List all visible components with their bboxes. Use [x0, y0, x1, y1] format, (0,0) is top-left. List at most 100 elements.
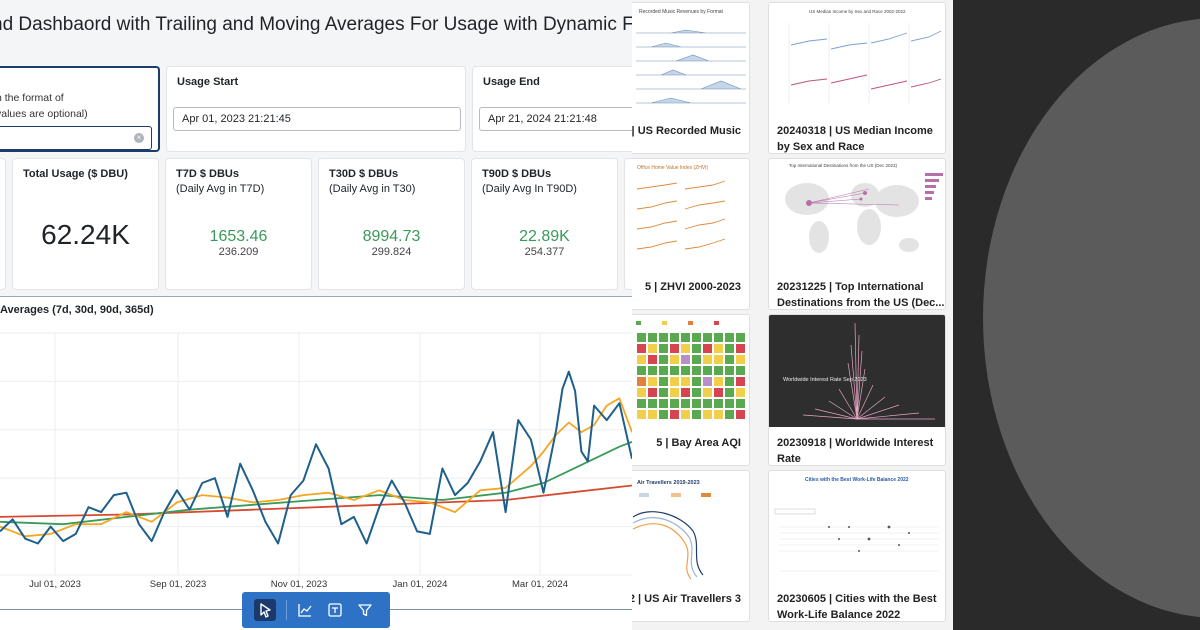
gallery-title: 20230918 | Worldwide Interest Rate: [777, 437, 934, 465]
aqi-cell: [692, 410, 701, 419]
aqi-cell: [681, 410, 690, 419]
decorative-circle: [983, 18, 1200, 618]
aqi-cell: [648, 355, 657, 364]
gallery-card-air-travellers[interactable]: Air Travellers 2019-2023 2 | US Air Trav…: [632, 470, 750, 622]
kpi-t30d-title: T30D $ DBUs: [329, 168, 399, 180]
gallery-card-bay-area-aqi[interactable]: 5 | Bay Area AQI: [632, 314, 750, 466]
usage-start-label: Usage Start: [177, 76, 239, 88]
aqi-cell: [714, 399, 723, 408]
gallery-card-interest-rate[interactable]: Worldwide Interest Rate Sep 2023 2023091…: [768, 314, 946, 466]
kpi-t30d-subtitle: (Daily Avg in T30): [329, 183, 416, 195]
kpi-t7d-subtitle: (Daily Avg in T7D): [176, 183, 265, 195]
add-chart-button[interactable]: [294, 599, 316, 621]
aqi-cell: [648, 410, 657, 419]
aqi-cell: [714, 333, 723, 342]
x-tick-label: Sep 01, 2023: [150, 579, 207, 590]
aqi-cell: [692, 366, 701, 375]
small-multiples-thumbnail: US Median Income by Sex and Race 2002-20…: [788, 9, 942, 103]
description-text: n the format of values are optional): [0, 90, 88, 122]
description-line-1: n the format of: [0, 92, 64, 104]
aqi-cell: [659, 344, 668, 353]
aqi-cell: [736, 377, 745, 386]
gallery-card-median-income[interactable]: US Median Income by Sex and Race 2002-20…: [768, 2, 946, 154]
aqi-cell: [670, 377, 679, 386]
series-line-90d[interactable]: [0, 441, 632, 526]
ridgeline-thumbnail: Recorded Music Revenues by Format: [636, 9, 746, 104]
description-line-2: values are optional): [0, 108, 88, 120]
aqi-cell: [637, 355, 646, 364]
aqi-cell: [725, 399, 734, 408]
gallery-title: 5 | ZHVI 2000-2023: [644, 281, 741, 293]
add-text-button[interactable]: [324, 599, 346, 621]
gallery-card-intl-destinations[interactable]: Top International Destinations from the …: [768, 158, 946, 310]
aqi-cell: [703, 355, 712, 364]
x-tick-label: Jul 01, 2023: [29, 579, 81, 590]
aqi-cell: [703, 333, 712, 342]
aqi-cell: [670, 388, 679, 397]
aqi-cell: [681, 377, 690, 386]
kpi-t30d-value: 8994.73: [362, 228, 421, 245]
aqi-cell: [681, 344, 690, 353]
aqi-cell: [703, 399, 712, 408]
dashboard-title: nd Dashbaord with Trailing and Moving Av…: [0, 14, 632, 35]
aqi-cell: [692, 355, 701, 364]
aqi-cell: [659, 333, 668, 342]
aqi-cell: [637, 410, 646, 419]
usage-end-label: Usage End: [483, 76, 540, 88]
aqi-cell: [681, 355, 690, 364]
aqi-cell: [681, 388, 690, 397]
aqi-cell: [692, 333, 701, 342]
world-map-thumbnail: Top International Destinations from the …: [785, 163, 943, 253]
aqi-cell: [670, 333, 679, 342]
kpi-t30d-secondary: 299.824: [371, 246, 412, 258]
clear-icon[interactable]: ×: [134, 133, 144, 143]
thumb-caption: Worldwide Interest Rate Sep 2023: [783, 377, 867, 383]
usage-end-filter: Usage End Apr 21, 2024 21:21:48: [472, 66, 632, 152]
aqi-cell: [637, 388, 646, 397]
series-line-30d[interactable]: [0, 397, 632, 538]
thumb-caption: Air Travellers 2019-2023: [637, 480, 700, 486]
kpi-card-partial: [0, 158, 6, 290]
kpi-t7d-value: 1653.46: [209, 228, 268, 245]
usage-end-input[interactable]: Apr 21, 2024 21:21:48: [479, 107, 632, 131]
aqi-cell: [637, 399, 646, 408]
aqi-cell: [659, 377, 668, 386]
averages-line-chart[interactable]: Jul 01, 2023 Sep 01, 2023 Nov 01, 2023 Jan …: [0, 297, 632, 630]
description-input[interactable]: ×: [0, 126, 152, 150]
kpi-t90d-title: T90D $ DBUs: [482, 168, 552, 180]
toolbar-separator: [286, 600, 287, 620]
aqi-cell: [659, 366, 668, 375]
description-filter[interactable]: n the format of values are optional) ×: [0, 66, 160, 152]
chart-title: Averages (7d, 30d, 90d, 365d): [0, 304, 154, 316]
thumbnail-zhvi: Office Home Value Index (ZHVI): [632, 159, 749, 271]
add-filter-button[interactable]: [354, 599, 376, 621]
thumbnail-work-life-balance: Cities with the Best Work-Life Balance 2…: [769, 471, 945, 583]
series-line-365d[interactable]: [0, 484, 632, 518]
gallery-card-recorded-music[interactable]: Recorded Music Revenues by Format 08 | U…: [632, 2, 750, 154]
gallery-title: 2 | US Air Travellers 3: [632, 593, 741, 605]
gallery-card-work-life-balance[interactable]: Cities with the Best Work-Life Balance 2…: [768, 470, 946, 622]
visualization-gallery: Recorded Music Revenues by Format 08 | U…: [632, 0, 953, 630]
usage-start-filter: Usage Start Apr 01, 2023 21:21:45: [166, 66, 466, 152]
thumb-caption: US Median Income by Sex and Race 2002-20…: [809, 9, 906, 14]
kpi-t90d: T90D $ DBUs (Daily Avg In T90D) 22.89K 2…: [471, 158, 618, 290]
aqi-cell: [670, 344, 679, 353]
x-tick-label: Jan 01, 2024: [393, 579, 448, 590]
series-line-7d[interactable]: [0, 370, 632, 545]
aqi-cell: [725, 355, 734, 364]
gallery-card-zhvi[interactable]: Office Home Value Index (ZHVI) 5 | ZHVI …: [632, 158, 750, 310]
kpi-t7d-title: T7D $ DBUs: [176, 168, 239, 180]
thumb-caption: Recorded Music Revenues by Format: [639, 9, 724, 15]
aqi-cell: [703, 388, 712, 397]
aqi-cell: [659, 410, 668, 419]
usage-start-input[interactable]: Apr 01, 2023 21:21:45: [173, 107, 461, 131]
aqi-cell: [714, 388, 723, 397]
aqi-cell: [725, 388, 734, 397]
select-cursor-button[interactable]: [254, 599, 276, 621]
gallery-title: 20231225 | Top International Destination…: [777, 281, 945, 309]
thumb-caption: Cities with the Best Work-Life Balance 2…: [805, 477, 909, 483]
aqi-cell: [648, 344, 657, 353]
aqi-cell: [648, 388, 657, 397]
aqi-cell: [648, 366, 657, 375]
aqi-cell: [736, 355, 745, 364]
